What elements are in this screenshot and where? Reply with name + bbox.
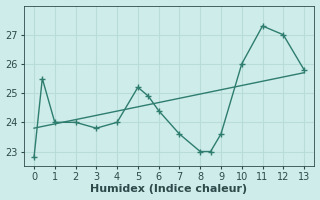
X-axis label: Humidex (Indice chaleur): Humidex (Indice chaleur) bbox=[91, 184, 248, 194]
